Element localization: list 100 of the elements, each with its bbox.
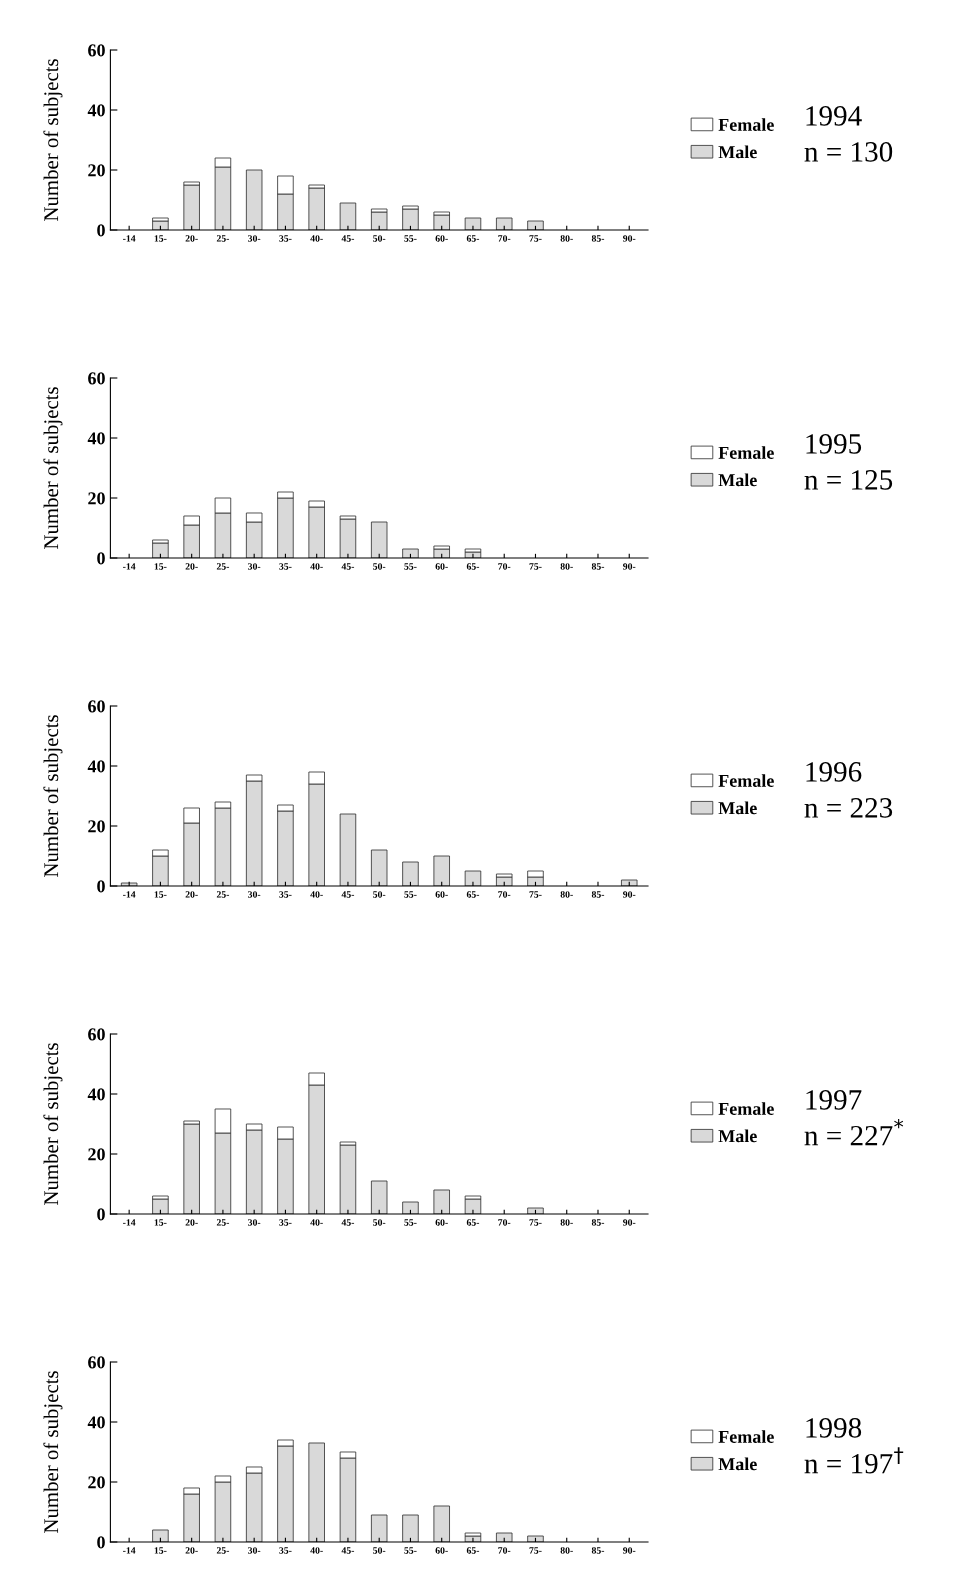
x-tick-label: 35-: [279, 235, 292, 242]
x-tick-label: 15-: [154, 1547, 167, 1554]
bar: [527, 1535, 544, 1542]
x-tick-label: 45-: [341, 1219, 355, 1226]
x-tick-label: 75-: [529, 563, 542, 570]
bar: [402, 208, 419, 230]
text: n = 125: [804, 470, 893, 490]
x-tick-label: 30-: [248, 1547, 261, 1554]
y-tick-label: 60: [88, 372, 105, 385]
x-tick-label: 40-: [310, 563, 323, 570]
x-tick-label: 70-: [498, 1547, 511, 1554]
x-tick-label: 15-: [154, 891, 167, 898]
x-tick-label: 90-: [623, 891, 636, 898]
text: n = 130: [804, 142, 893, 162]
bar: [339, 518, 357, 558]
bar: [464, 548, 482, 553]
x-tick-label: 45-: [341, 891, 355, 898]
x-tick-label: 25-: [216, 235, 230, 242]
text: n = 223: [804, 798, 893, 818]
x-tick-label: 75-: [529, 1547, 542, 1554]
y-tick-label: 0: [97, 224, 105, 237]
y-tick-label: 20: [88, 820, 105, 833]
x-tick-label: 40-: [310, 235, 323, 242]
text: 1998: [806, 1418, 862, 1438]
x-tick-label: 35-: [279, 891, 292, 898]
text: 1997: [806, 1090, 862, 1110]
x-tick-label: 35-: [279, 1547, 292, 1554]
legend-label: Female: [718, 1102, 774, 1115]
legend-label: Male: [718, 473, 757, 487]
x-tick-label: 85-: [591, 1219, 605, 1226]
x-tick-label: 30-: [248, 891, 261, 898]
x-tick-label: -14: [123, 235, 136, 242]
x-tick-label: 70-: [498, 1219, 511, 1226]
x-tick-label: 15-: [154, 235, 167, 242]
x-tick-label: 60-: [435, 235, 448, 242]
x-tick-label: 90-: [623, 235, 636, 242]
y-tick-label: 40: [87, 760, 105, 773]
x-tick-label: 80-: [560, 1219, 573, 1226]
x-tick-label: 25-: [216, 891, 230, 898]
y-tick-label: 20: [88, 1148, 105, 1161]
x-tick-label: 80-: [560, 235, 573, 242]
legend-label: Female: [718, 1430, 774, 1443]
x-tick-label: 60-: [435, 891, 448, 898]
x-tick-label: 80-: [560, 563, 573, 570]
bar: [527, 220, 544, 230]
x-tick-label: 40-: [310, 1547, 323, 1554]
bar: [183, 184, 200, 230]
x-tick-label: 55-: [404, 563, 417, 570]
y-axis-title: Number of subjects: [43, 1043, 63, 1205]
legend-label: Male: [718, 801, 757, 815]
x-tick-label: 50-: [373, 235, 386, 242]
x-tick-label: 60-: [435, 1219, 448, 1226]
bar: [495, 1532, 513, 1542]
x-tick-label: 85-: [591, 235, 605, 242]
y-tick-label: 60: [88, 1028, 105, 1041]
bar: [370, 521, 388, 558]
x-tick-label: 30-: [248, 235, 261, 242]
x-tick-label: 30-: [248, 563, 261, 570]
y-tick-label: 0: [97, 552, 105, 565]
y-tick-label: 0: [97, 1208, 105, 1221]
x-tick-label: 70-: [498, 563, 511, 570]
x-tick-label: 45-: [341, 1547, 355, 1554]
x-tick-label: 65-: [466, 891, 480, 898]
bar: [402, 861, 419, 886]
x-tick-label: 55-: [404, 1219, 417, 1226]
bar: [245, 169, 263, 230]
x-tick-label: 90-: [623, 1219, 636, 1226]
x-tick-label: 55-: [404, 891, 417, 898]
bar: [402, 1514, 419, 1542]
y-tick-label: 0: [97, 880, 105, 893]
x-tick-label: 50-: [373, 1547, 386, 1554]
bar: [308, 1442, 325, 1542]
bar: [152, 1529, 169, 1542]
legend-label: Female: [718, 774, 774, 787]
text: 1996: [806, 762, 862, 782]
x-tick-label: 40-: [310, 1219, 323, 1226]
y-tick-label: 60: [88, 1356, 105, 1369]
x-tick-label: 40-: [310, 891, 323, 898]
legend-label: Male: [718, 1457, 757, 1471]
x-tick-label: 65-: [466, 563, 480, 570]
x-tick-label: 15-: [154, 1219, 167, 1226]
x-tick-label: 75-: [529, 1219, 542, 1226]
y-axis-title: Number of subjects: [43, 1371, 63, 1533]
bar: [433, 855, 450, 886]
bar: [339, 202, 357, 230]
legend-label: Male: [718, 1129, 757, 1143]
x-tick-label: 80-: [560, 1547, 573, 1554]
bar: [370, 1180, 388, 1214]
y-tick-label: 0: [97, 1536, 105, 1549]
bar: [370, 849, 388, 886]
bar: [621, 879, 638, 886]
legend-label: Female: [718, 118, 774, 131]
x-tick-label: 90-: [623, 563, 636, 570]
bar: [464, 217, 482, 230]
x-tick-label: 25-: [216, 563, 230, 570]
y-tick-label: 60: [88, 44, 105, 57]
y-tick-label: 40: [87, 432, 105, 445]
legend-label: Female: [718, 446, 774, 459]
y-tick-label: 40: [87, 104, 105, 117]
x-tick-label: 20-: [185, 1219, 198, 1226]
